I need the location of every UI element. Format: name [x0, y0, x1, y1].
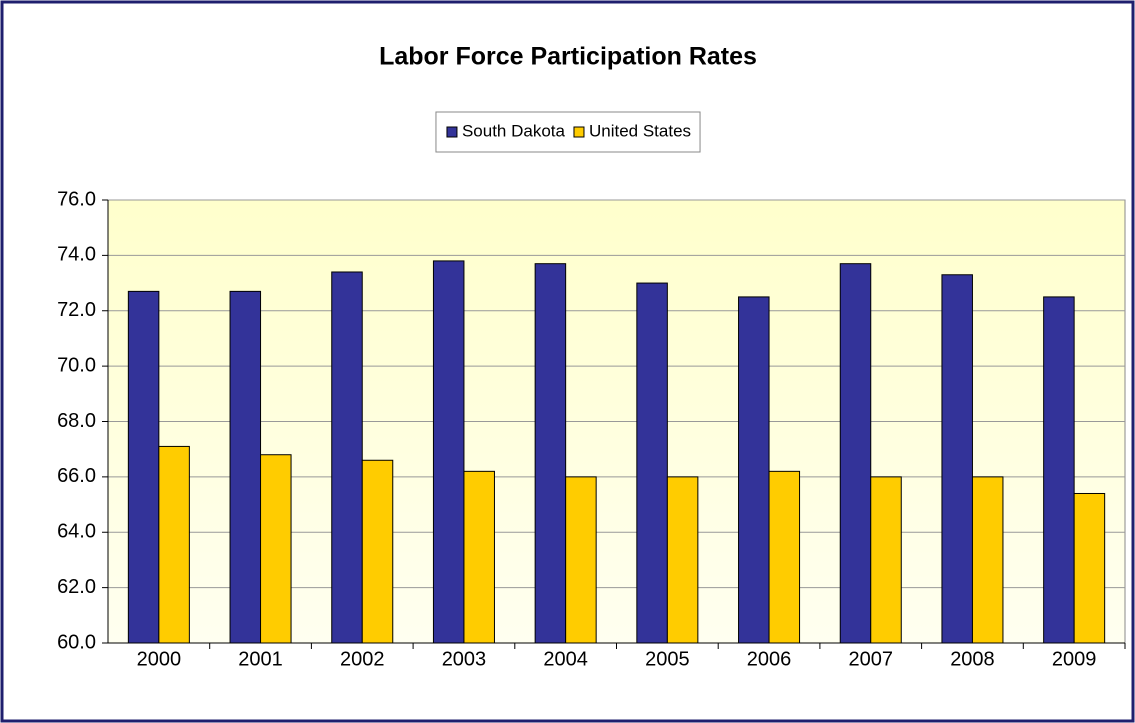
- chart-title: Labor Force Participation Rates: [379, 43, 757, 71]
- bar: [666, 476, 699, 644]
- x-tick-label: 2001: [238, 648, 283, 670]
- bar: [463, 470, 495, 644]
- bar: [971, 476, 1004, 644]
- bar: [361, 459, 394, 644]
- legend-label: United States: [589, 121, 691, 140]
- legend-label: South Dakota: [462, 121, 566, 140]
- y-tick-label: 60.0: [57, 631, 96, 653]
- bar: [941, 274, 973, 644]
- bar: [839, 263, 872, 644]
- bar: [534, 263, 567, 644]
- y-tick-label: 64.0: [57, 521, 96, 543]
- y-tick-label: 70.0: [57, 354, 96, 376]
- x-tick-label: 2002: [340, 648, 385, 670]
- x-tick-label: 2008: [950, 648, 995, 670]
- legend-swatch: [573, 126, 585, 138]
- bar: [158, 445, 190, 644]
- legend-box: [435, 111, 701, 153]
- y-tick-label: 66.0: [57, 465, 96, 487]
- y-tick-label: 72.0: [57, 299, 96, 321]
- bar: [768, 470, 801, 644]
- bar: [565, 476, 597, 644]
- bar: [1073, 492, 1106, 644]
- x-tick-label: 2006: [747, 648, 792, 670]
- x-tick-label: 2009: [1052, 648, 1097, 670]
- bar: [636, 282, 668, 644]
- x-tick-label: 2004: [543, 648, 588, 670]
- x-tick-label: 2003: [442, 648, 487, 670]
- bar: [870, 476, 902, 644]
- bar: [260, 454, 292, 644]
- y-tick-label: 62.0: [57, 576, 96, 598]
- bar: [331, 271, 363, 644]
- x-tick-label: 2000: [137, 648, 182, 670]
- y-tick-label: 74.0: [57, 244, 96, 266]
- bar: [127, 290, 160, 644]
- x-tick-label: 2007: [849, 648, 894, 670]
- y-tick-label: 68.0: [57, 410, 96, 432]
- y-tick-label: 76.0: [57, 188, 96, 210]
- bar: [432, 260, 465, 644]
- bar: [738, 296, 770, 644]
- bar: [229, 290, 262, 644]
- bar: [1043, 296, 1075, 644]
- legend-swatch: [446, 126, 458, 138]
- x-tick-label: 2005: [645, 648, 690, 670]
